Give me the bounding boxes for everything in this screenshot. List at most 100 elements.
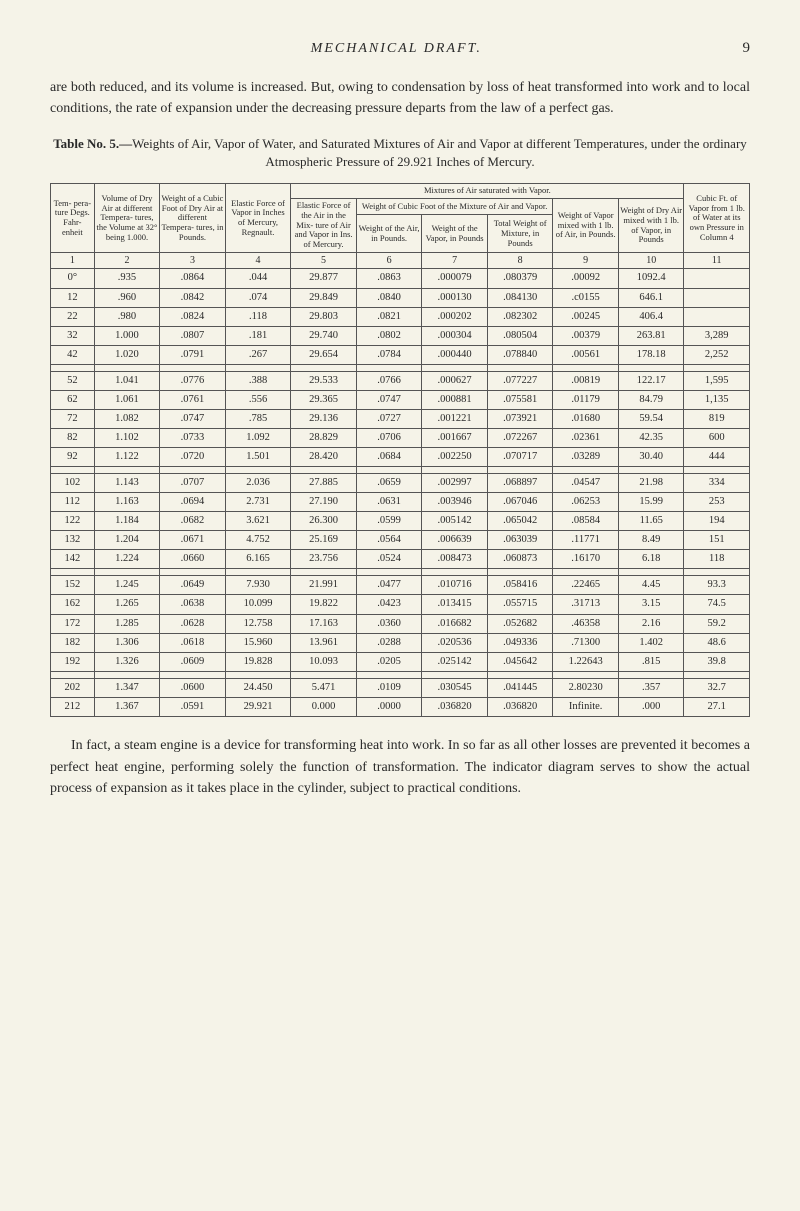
- table-cell: 29.877: [291, 269, 357, 288]
- table-cell: 122: [51, 512, 95, 531]
- table-cell: .388: [225, 371, 291, 390]
- table-row: 521.041.0776.38829.533.0766.000627.07722…: [51, 371, 750, 390]
- table-cell: .06253: [553, 493, 619, 512]
- table-cell: .03289: [553, 448, 619, 467]
- table-row: 0°.935.0864.04429.877.0863.000079.080379…: [51, 269, 750, 288]
- table-cell: 151: [684, 531, 750, 550]
- table-cell: .935: [94, 269, 160, 288]
- table-cell: .077227: [487, 371, 553, 390]
- table-cell: 152: [51, 576, 95, 595]
- table-cell: .080504: [487, 326, 553, 345]
- table-cell: 1.102: [94, 428, 160, 447]
- table-cell: .052682: [487, 614, 553, 633]
- table-cell: .46358: [553, 614, 619, 633]
- table-cell: 2.16: [618, 614, 684, 633]
- table-cell: .0791: [160, 345, 226, 364]
- table-cell: 1.224: [94, 550, 160, 569]
- table-cell: .00092: [553, 269, 619, 288]
- table-cell: .084130: [487, 288, 553, 307]
- caption-prefix: Table No. 5.—: [53, 136, 132, 151]
- table-cell: 212: [51, 697, 95, 716]
- table-cell: .0707: [160, 474, 226, 493]
- table-cell: 29.921: [225, 697, 291, 716]
- table-cell: 42.35: [618, 428, 684, 447]
- table-cell: .058416: [487, 576, 553, 595]
- table-cell: 1,595: [684, 371, 750, 390]
- table-cell: .0807: [160, 326, 226, 345]
- table-cell: 32.7: [684, 678, 750, 697]
- table-cell: 819: [684, 409, 750, 428]
- table-cell: .067046: [487, 493, 553, 512]
- table-cell: .055715: [487, 595, 553, 614]
- intro-paragraph: are both reduced, and its volume is incr…: [50, 77, 750, 119]
- table-cell: .000304: [422, 326, 488, 345]
- table-cell: .072267: [487, 428, 553, 447]
- table-cell: 194: [684, 512, 750, 531]
- table-row: 821.102.07331.09228.829.0706.001667.0722…: [51, 428, 750, 447]
- table-cell: 1.245: [94, 576, 160, 595]
- col-header: Weight of Dry Air mixed with 1 lb. of Va…: [618, 199, 684, 253]
- table-cell: .001221: [422, 409, 488, 428]
- group-spacer: [51, 467, 750, 474]
- table-cell: .080379: [487, 269, 553, 288]
- table-cell: .045642: [487, 652, 553, 671]
- table-cell: .078840: [487, 345, 553, 364]
- table-cell: 15.960: [225, 633, 291, 652]
- table-cell: .041445: [487, 678, 553, 697]
- table-cell: .00819: [553, 371, 619, 390]
- table-cell: 1.143: [94, 474, 160, 493]
- table-cell: .074: [225, 288, 291, 307]
- col-header: Cubic Ft. of Vapor from 1 lb. of Water a…: [684, 184, 750, 253]
- table-cell: .01179: [553, 390, 619, 409]
- col-num: 6: [356, 252, 422, 269]
- table-cell: 82: [51, 428, 95, 447]
- table-row: 1221.184.06823.62126.300.0599.005142.065…: [51, 512, 750, 531]
- table-cell: .0720: [160, 448, 226, 467]
- table-cell: .073921: [487, 409, 553, 428]
- table-cell: 1.347: [94, 678, 160, 697]
- table-cell: 72: [51, 409, 95, 428]
- table-cell: 93.3: [684, 576, 750, 595]
- table-cell: 263.81: [618, 326, 684, 345]
- table-cell: 2,252: [684, 345, 750, 364]
- table-cell: 2.80230: [553, 678, 619, 697]
- table-cell: 1092.4: [618, 269, 684, 288]
- table-row: 1721.285.062812.75817.163.0360.016682.05…: [51, 614, 750, 633]
- table-cell: .003946: [422, 493, 488, 512]
- table-cell: 11.65: [618, 512, 684, 531]
- table-cell: .060873: [487, 550, 553, 569]
- table-cell: 21.98: [618, 474, 684, 493]
- page-header: MECHANICAL DRAFT. 9: [50, 40, 750, 57]
- table-cell: 22: [51, 307, 95, 326]
- table-cell: 5.471: [291, 678, 357, 697]
- table-cell: .0863: [356, 269, 422, 288]
- table-cell: 2.731: [225, 493, 291, 512]
- table-cell: 1.326: [94, 652, 160, 671]
- table-cell: .0360: [356, 614, 422, 633]
- table-row: 1921.326.060919.82810.093.0205.025142.04…: [51, 652, 750, 671]
- table-cell: .030545: [422, 678, 488, 697]
- table-cell: .0618: [160, 633, 226, 652]
- col-group-header: Mixtures of Air saturated with Vapor.: [291, 184, 684, 199]
- table-cell: 29.136: [291, 409, 357, 428]
- table-cell: 122.17: [618, 371, 684, 390]
- table-row: 1821.306.061815.96013.961.0288.020536.04…: [51, 633, 750, 652]
- table-cell: .0288: [356, 633, 422, 652]
- col-subgroup-header: Weight of Cubic Foot of the Mixture of A…: [356, 199, 553, 215]
- table-cell: .0733: [160, 428, 226, 447]
- table-cell: .00561: [553, 345, 619, 364]
- table-cell: 118: [684, 550, 750, 569]
- table-cell: 27.190: [291, 493, 357, 512]
- table-row: 2121.367.059129.9210.000.0000.036820.036…: [51, 697, 750, 716]
- table-cell: .036820: [487, 697, 553, 716]
- table-cell: 2.036: [225, 474, 291, 493]
- table-cell: 42: [51, 345, 95, 364]
- table-cell: [684, 288, 750, 307]
- table-cell: 23.756: [291, 550, 357, 569]
- table-cell: 1.082: [94, 409, 160, 428]
- table-cell: .000: [618, 697, 684, 716]
- col-header: Total Weight of Mixture, in Pounds: [487, 215, 553, 253]
- table-cell: .070717: [487, 448, 553, 467]
- table-cell: .181: [225, 326, 291, 345]
- col-num: 9: [553, 252, 619, 269]
